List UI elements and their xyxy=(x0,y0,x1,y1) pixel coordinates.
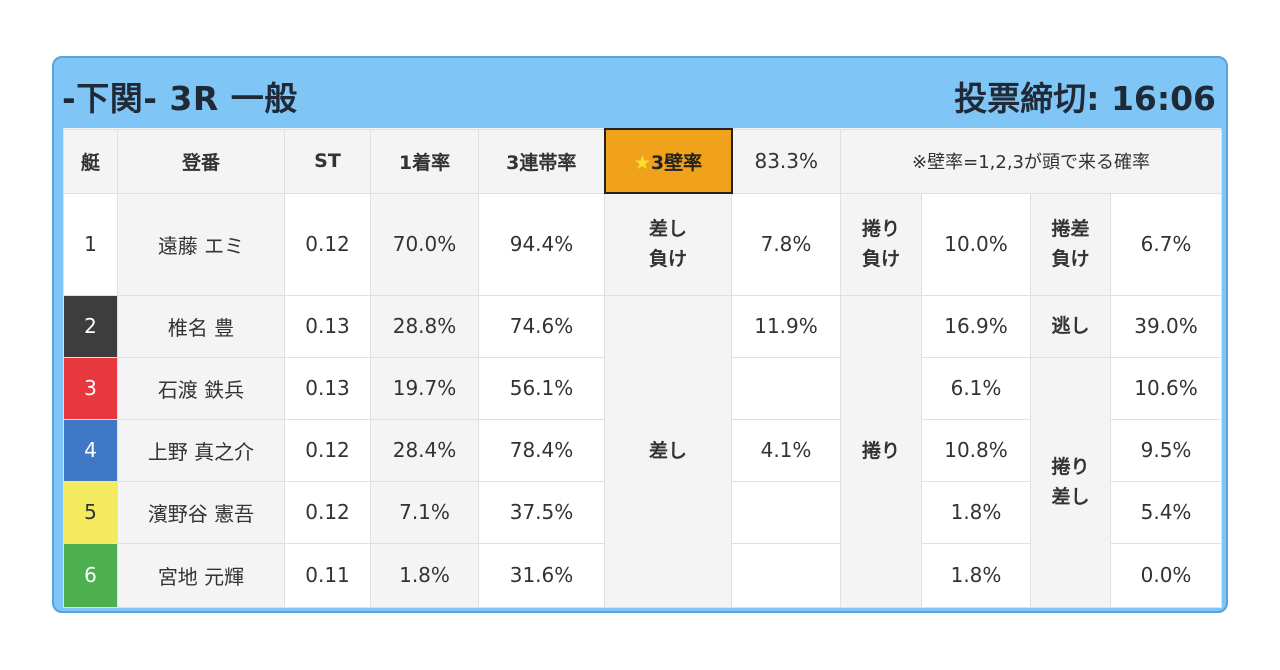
racer-first-rate: 1.8% xyxy=(370,542,479,608)
wall-rate-label: 3壁率 xyxy=(650,151,703,174)
pattern-value: 1.8% xyxy=(921,542,1031,608)
pattern-value: 6.7% xyxy=(1109,192,1223,296)
pattern-label: 負け xyxy=(648,248,687,271)
betting-deadline: 投票締切: 16:06 xyxy=(954,79,1216,118)
racer-st: 0.13 xyxy=(284,356,371,420)
racer-top3-rate: 74.6% xyxy=(478,294,605,358)
pattern-value: 0.0% xyxy=(1109,542,1223,608)
pattern-makuri: 捲り xyxy=(840,294,922,608)
pattern-value: 11.9% xyxy=(731,294,841,358)
racer-top3-rate: 56.1% xyxy=(478,356,605,420)
pattern-value: 5.4% xyxy=(1109,480,1223,544)
col-first-rate: 1着率 xyxy=(370,128,479,194)
pattern-value: 6.1% xyxy=(921,356,1031,420)
star-icon: ★ xyxy=(633,151,651,174)
racer-name: 石渡 鉄兵 xyxy=(117,356,285,420)
pattern-label: 差し xyxy=(648,217,687,240)
racer-name: 上野 真之介 xyxy=(117,418,285,482)
header-row: 艇 登番 ST 1着率 3連帯率 ★3壁率 83.3% ※壁率=1,2,3が頭で… xyxy=(63,128,1223,194)
col-name: 登番 xyxy=(117,128,285,194)
racer-st: 0.12 xyxy=(284,480,371,544)
racer-name: 椎名 豊 xyxy=(117,294,285,358)
racer-st: 0.13 xyxy=(284,294,371,358)
pattern-value xyxy=(731,542,841,608)
pattern-value: 39.0% xyxy=(1109,294,1223,358)
wall-rate-note: ※壁率=1,2,3が頭で来る確率 xyxy=(839,128,1223,194)
pattern-label: 負け xyxy=(861,248,900,270)
pattern-value: 10.0% xyxy=(921,192,1031,296)
lane-number: 3 xyxy=(63,356,118,420)
racer-name: 濱野谷 憲吾 xyxy=(117,480,285,544)
pattern-value: 10.8% xyxy=(921,418,1031,482)
racer-name: 遠藤 エミ xyxy=(117,192,285,296)
pattern-value: 9.5% xyxy=(1109,418,1223,482)
pattern-nige: 逃し xyxy=(1030,294,1111,358)
racer-st: 0.12 xyxy=(284,192,371,296)
racer-first-rate: 28.8% xyxy=(370,294,479,358)
racer-st: 0.11 xyxy=(284,542,371,608)
pattern-label: 差し xyxy=(1051,486,1090,508)
race-table: 艇 登番 ST 1着率 3連帯率 ★3壁率 83.3% ※壁率=1,2,3が頭で… xyxy=(63,128,1223,608)
pattern-value xyxy=(731,356,841,420)
col-st: ST xyxy=(284,128,371,194)
lane-number: 1 xyxy=(63,192,118,296)
table-row: 1 遠藤 エミ 0.12 70.0% 94.4% 差し 負け 7.8% 捲り 負け … xyxy=(63,192,1223,296)
lane-number: 2 xyxy=(63,294,118,358)
pattern-sashi-make: 差し 負け xyxy=(604,192,732,296)
racer-first-rate: 70.0% xyxy=(370,192,479,296)
col-lane: 艇 xyxy=(63,128,118,194)
table-row: 6 宮地 元輝 0.11 1.8% 31.6% 1.8% 0.0% xyxy=(63,542,1223,608)
race-title: -下関- 3R 一般 xyxy=(62,79,298,118)
pattern-label: 捲差 xyxy=(1051,217,1090,240)
lane-number: 6 xyxy=(63,542,118,608)
table-row: 4 上野 真之介 0.12 28.4% 78.4% 4.1% 10.8% 9.5… xyxy=(63,418,1223,482)
pattern-value: 7.8% xyxy=(731,192,841,296)
pattern-makurisashi: 捲り 差し xyxy=(1030,356,1111,608)
race-table-wrapper: 艇 登番 ST 1着率 3連帯率 ★3壁率 83.3% ※壁率=1,2,3が頭で… xyxy=(63,128,1223,608)
pattern-label: 捲り xyxy=(1051,455,1090,478)
pattern-label: 捲り xyxy=(861,217,900,240)
race-header: -下関- 3R 一般 投票締切: 16:06 xyxy=(54,58,1226,128)
table-row: 3 石渡 鉄兵 0.13 19.7% 56.1% 6.1% 捲り差し 10.6% xyxy=(63,356,1223,608)
lane-number: 4 xyxy=(63,418,118,482)
table-row: 2 椎名 豊 0.13 28.8% 74.6% 差し 11.9% 捲り 16.9… xyxy=(63,294,1223,608)
race-card: -下関- 3R 一般 投票締切: 16:06 艇 登番 ST 1 xyxy=(52,56,1228,613)
pattern-sashi: 差し xyxy=(604,294,732,608)
pattern-value: 4.1% xyxy=(731,418,841,482)
racer-top3-rate: 37.5% xyxy=(478,480,605,544)
table-row: 5 濱野谷 憲吾 0.12 7.1% 37.5% 1.8% 5.4% xyxy=(63,480,1223,544)
racer-name: 宮地 元輝 xyxy=(117,542,285,608)
pattern-value: 1.8% xyxy=(921,480,1031,544)
racer-st: 0.12 xyxy=(284,418,371,482)
pattern-value xyxy=(731,480,841,544)
pattern-makuri-make: 捲り 負け xyxy=(840,192,922,296)
racer-first-rate: 19.7% xyxy=(370,356,479,420)
wall-rate-value: 83.3% xyxy=(731,128,841,194)
pattern-label: 負け xyxy=(1051,248,1090,270)
lane-number: 5 xyxy=(63,480,118,544)
racer-first-rate: 7.1% xyxy=(370,480,479,544)
col-top3-rate: 3連帯率 xyxy=(478,128,605,194)
racer-top3-rate: 94.4% xyxy=(478,192,605,296)
racer-first-rate: 28.4% xyxy=(370,418,479,482)
racer-top3-rate: 31.6% xyxy=(478,542,605,608)
racer-top3-rate: 78.4% xyxy=(478,418,605,482)
col-wall-rate: ★3壁率 xyxy=(603,128,733,194)
pattern-value: 16.9% xyxy=(921,294,1031,358)
pattern-value: 10.6% xyxy=(1109,356,1223,420)
pattern-makurisashi-make: 捲差 負け xyxy=(1030,192,1111,296)
